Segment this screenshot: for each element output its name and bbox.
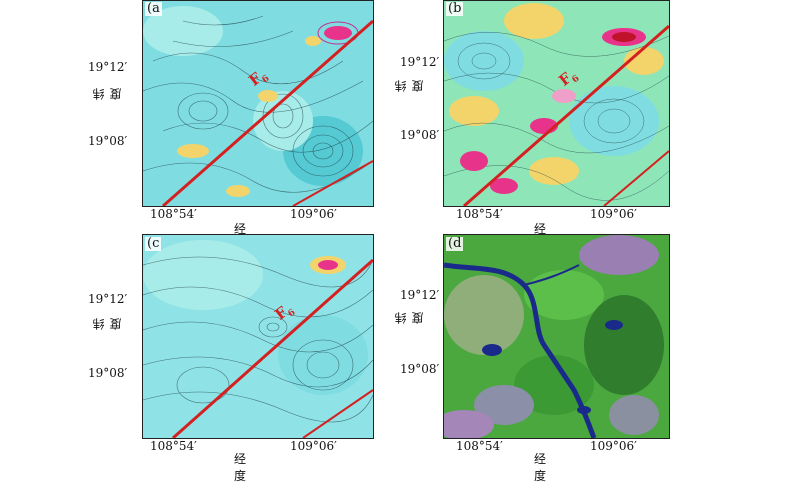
ytick-d-2: 19°08′ [400,362,440,376]
contour-map-c [143,235,373,438]
ytick-a-2: 19°08′ [88,134,128,148]
ylabel-a: 纬度 [92,88,123,100]
panel-label-a: (a [145,1,162,16]
xtick-d-1: 108°54′ [456,439,503,453]
map-d [443,234,670,439]
panel-label-d: (d [446,236,464,251]
map-b [443,0,670,207]
ylabel-b: 纬度 [394,80,425,92]
xtick-a-2: 109°06′ [290,207,337,221]
xtick-b-1: 108°54′ [456,207,503,221]
contour-map-a [143,1,373,206]
ytick-c-1: 19°12′ [88,292,128,306]
map-c [142,234,374,439]
ytick-a-1: 19°12′ [88,60,128,74]
xtick-b-2: 109°06′ [590,207,637,221]
ylabel-c: 纬度 [92,318,123,330]
panel-label-b: (b [446,1,464,16]
xlabel-c: 经度 [234,452,247,483]
xlabel-d: 经度 [534,452,547,483]
ylabel-d: 纬度 [394,312,425,324]
contour-map-b [444,1,669,206]
xtick-c-1: 108°54′ [150,439,197,453]
xtick-c-2: 109°06′ [290,439,337,453]
ytick-d-1: 19°12′ [400,288,440,302]
ytick-b-1: 19°12′ [400,55,440,69]
ytick-b-2: 19°08′ [400,128,440,142]
ytick-c-2: 19°08′ [88,366,128,380]
xtick-d-2: 109°06′ [590,439,637,453]
panel-label-c: (c [145,236,162,251]
map-a [142,0,374,207]
xtick-a-1: 108°54′ [150,207,197,221]
satellite-image-d [444,235,669,438]
